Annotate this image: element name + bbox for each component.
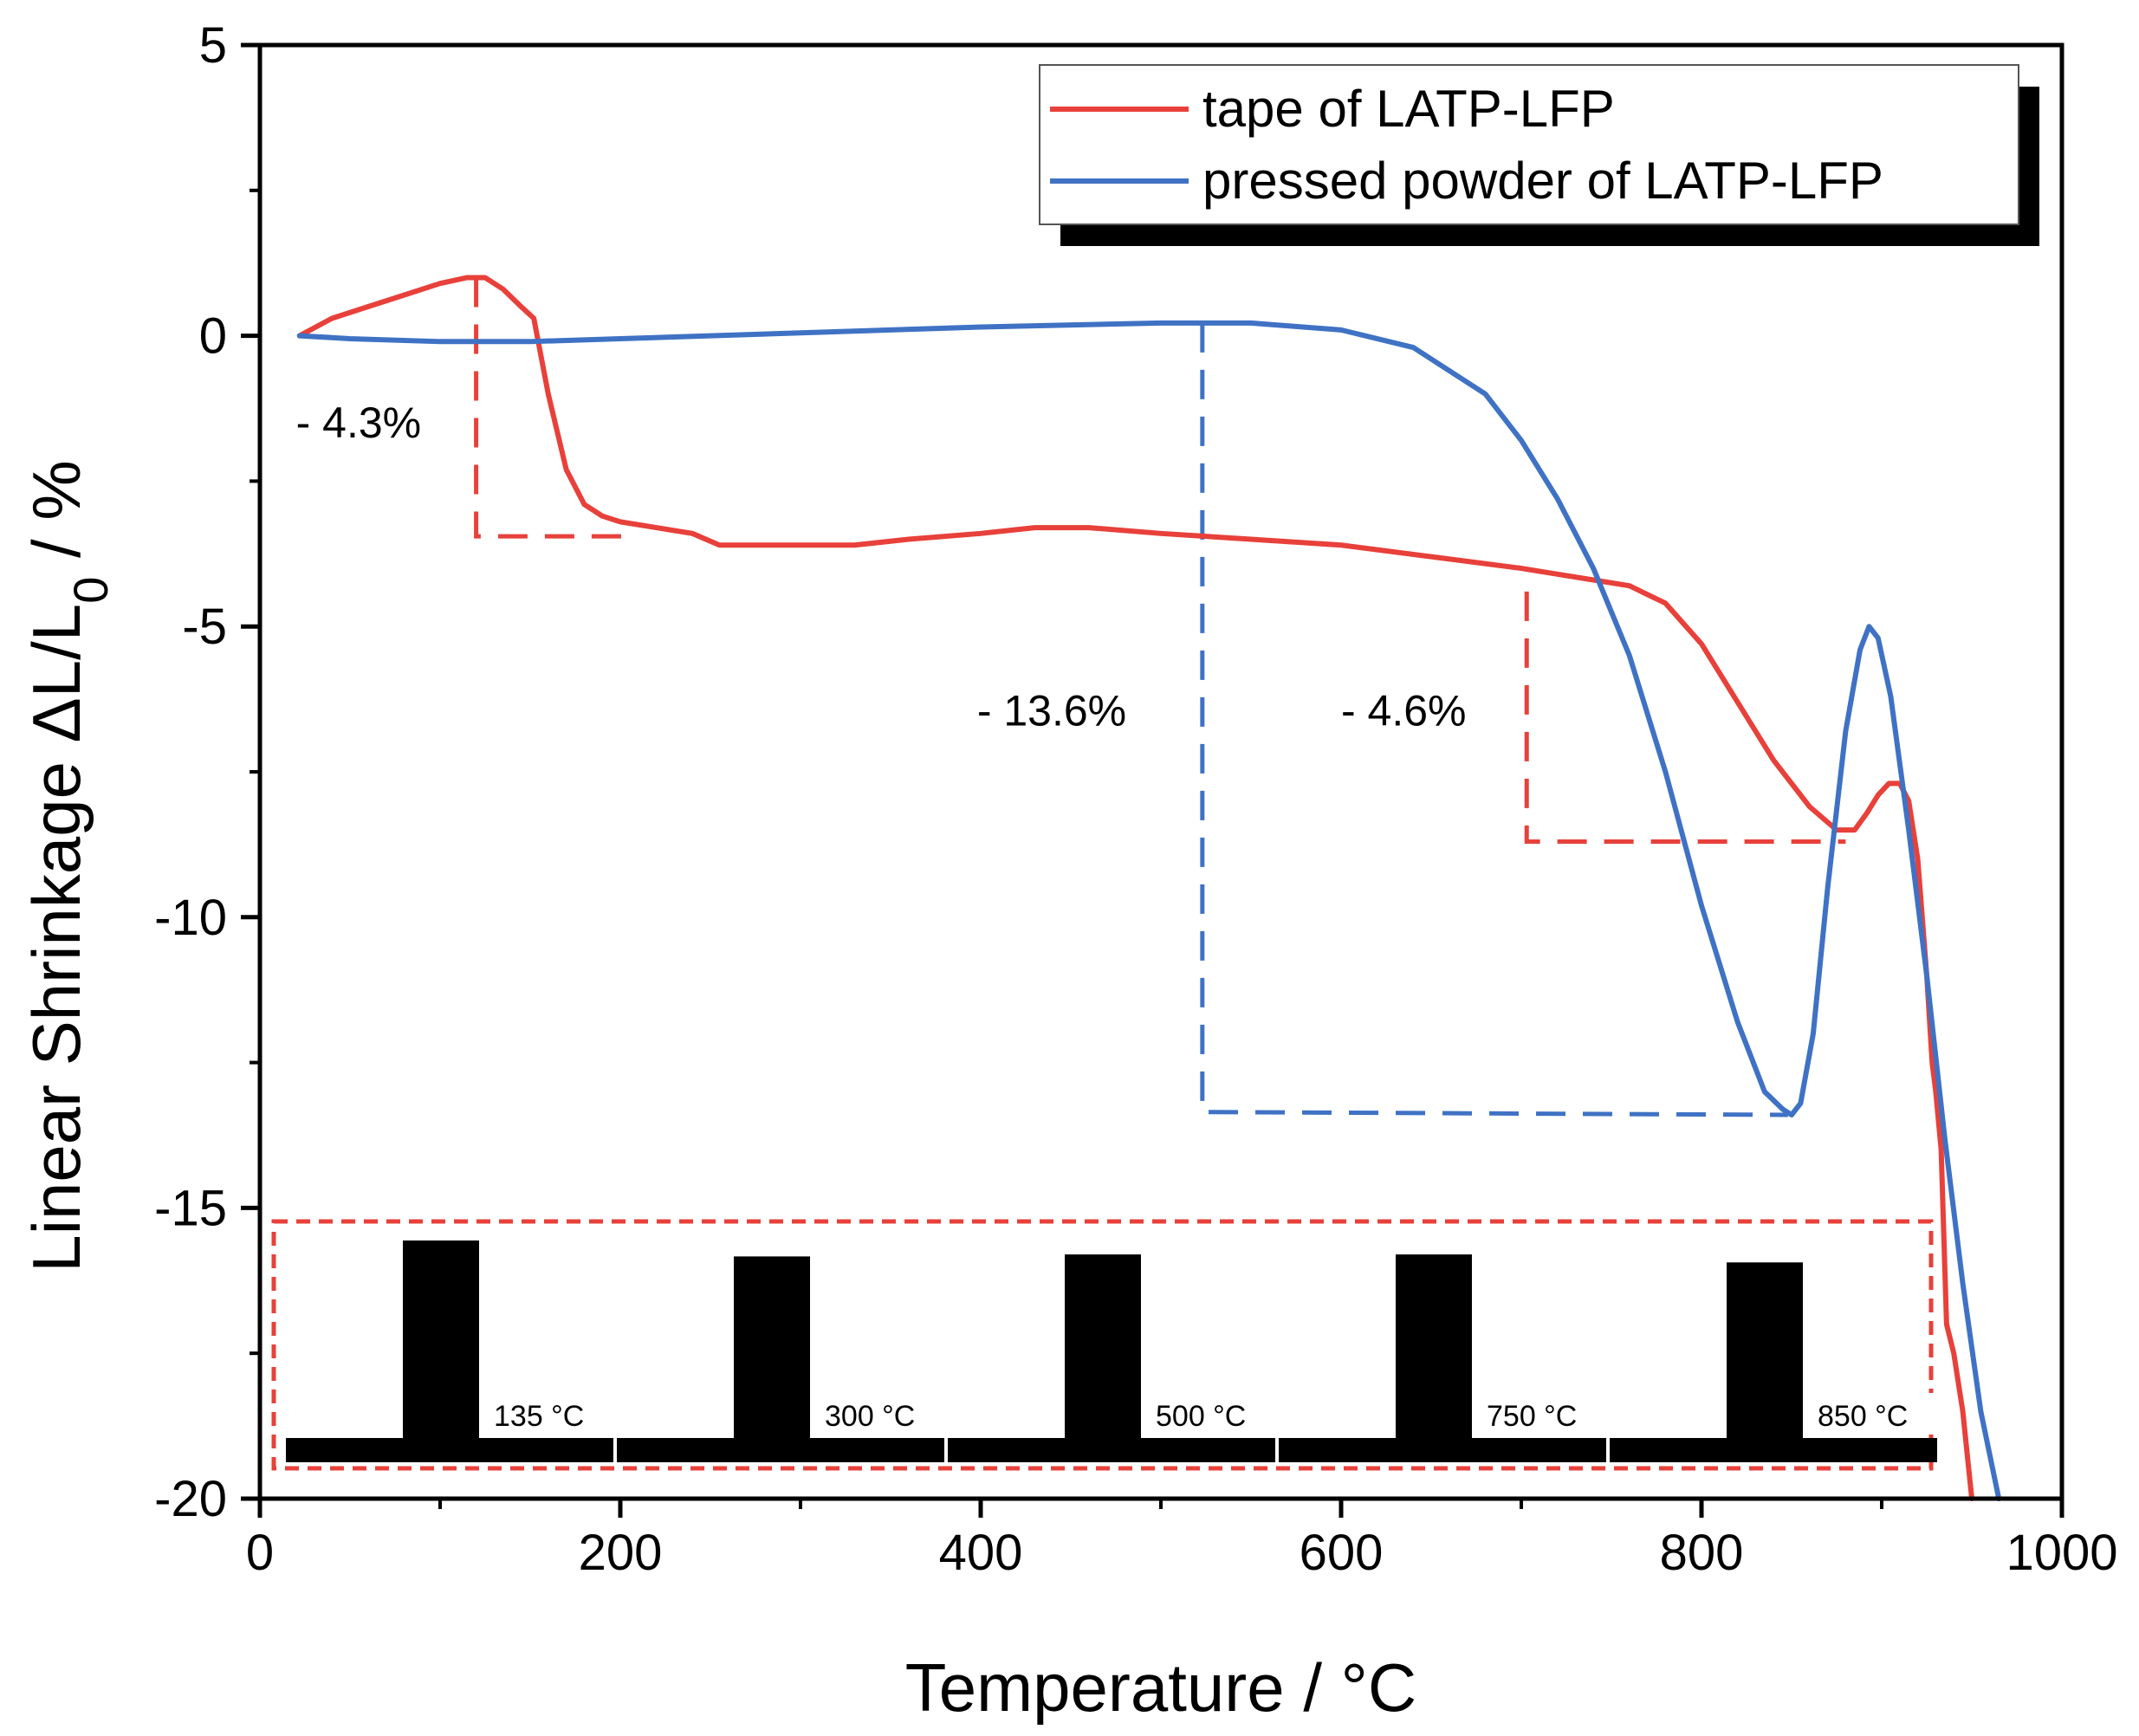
inset-label-bg [1807,1393,1934,1435]
y-tick-label: 5 [199,17,227,74]
inset-label-bg [814,1393,941,1435]
sample-pillar [1065,1254,1141,1440]
inset-temperature-label: 135 °C [494,1400,584,1433]
inset-panel: 750 °C [1279,1254,1606,1462]
x-tick-label: 400 [939,1525,1023,1581]
inset-panel: 500 °C [948,1254,1275,1462]
x-tick-label: 600 [1300,1525,1384,1581]
sample-base [617,1438,944,1462]
x-tick-label: 1000 [2006,1525,2117,1581]
sample-base [948,1438,1275,1462]
x-axis-title: Temperature / °C [905,1649,1416,1726]
inset-panel: 135 °C [286,1240,613,1462]
y-tick-label: -10 [154,890,227,946]
inset-temperature-label: 300 °C [825,1400,915,1433]
inset-panel: 300 °C [617,1256,944,1462]
series-line-tape [296,275,1974,1501]
x-tick-label: 200 [579,1525,663,1581]
y-tick-label: -20 [154,1471,227,1527]
percent-annotation: - 4.6% [1341,686,1467,735]
y-axis-title: Linear Shrinkage ΔL/L0 / % [18,460,118,1272]
percent-annotation: - 4.3% [296,398,422,447]
legend: tape of LATP-LFP pressed powder of LATP-… [1039,64,2039,246]
step-line-tape [474,277,635,539]
y-tick-label: -5 [182,599,227,655]
sample-base [1610,1438,1937,1462]
inset-temperature-label: 850 °C [1818,1400,1908,1433]
sample-base [286,1438,613,1462]
x-tick-label: 0 [246,1525,274,1581]
inset-temperature-label: 500 °C [1156,1400,1246,1433]
step-line-tape [1524,591,1846,845]
sample-photo-inset: 135 °C 300 °C 500 °C 750 °C 850 °C [271,1219,1937,1471]
sample-pillar [403,1240,479,1440]
series-line-powder [296,320,2002,1501]
y-tick-label: -15 [154,1180,227,1236]
step-annotation-lines [474,277,1846,1117]
percent-annotations: - 4.3% - 13.6% - 4.6% [296,398,1467,735]
sample-pillar [734,1256,810,1440]
legend-label-tape: tape of LATP-LFP [1202,80,1615,138]
y-tick-label: 0 [199,308,227,365]
axes: 0 200 400 600 800 1000 5 0 -5 -10 -15 -20 [154,17,2117,1581]
step-line-powder [1200,322,1788,1117]
inset-panel: 850 °C [1610,1262,1937,1462]
inset-label-bg [1145,1393,1272,1435]
legend-box [1039,64,2019,225]
percent-annotation: - 13.6% [977,686,1126,735]
sample-base [1279,1438,1606,1462]
data-series [296,275,2002,1501]
legend-label-powder: pressed powder of LATP-LFP [1202,152,1883,210]
sample-pillar [1727,1262,1803,1440]
x-tick-label: 800 [1660,1525,1744,1581]
sample-pillar [1396,1254,1472,1440]
inset-label-bg [1476,1393,1603,1435]
inset-temperature-label: 750 °C [1487,1400,1577,1433]
inset-label-bg [483,1393,610,1435]
